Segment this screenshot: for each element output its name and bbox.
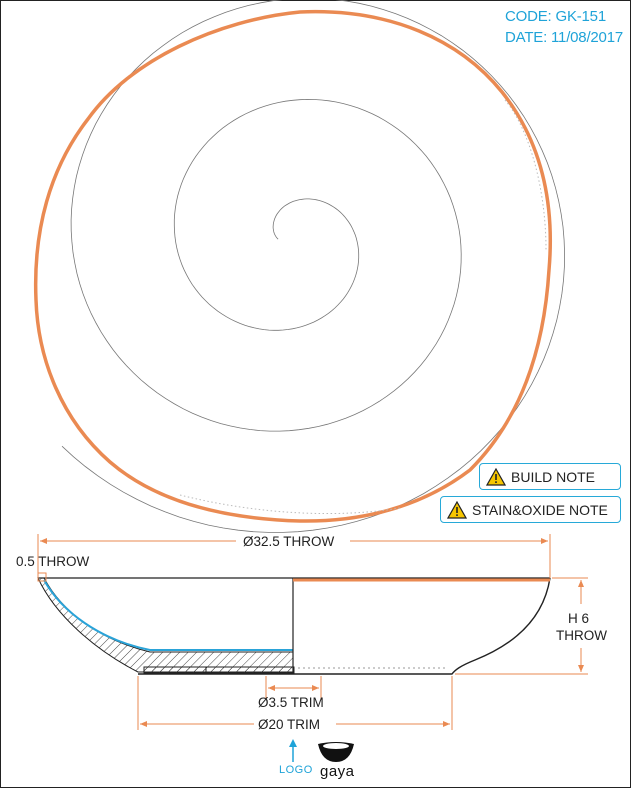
warning-triangle-icon xyxy=(447,500,467,519)
date-label: DATE: 11/08/2017 xyxy=(505,29,623,46)
spiral-texture xyxy=(61,0,566,533)
height-value-label: H 6 xyxy=(568,611,589,626)
outer-diameter-label: Ø32.5 THROW xyxy=(243,534,335,549)
header-info: CODE: GK-151 DATE: 11/08/2017 xyxy=(505,6,623,48)
dimension-foot-outer: Ø20 TRIM xyxy=(137,676,453,732)
dimension-height: H 6 THROW xyxy=(455,577,607,675)
arrow-up-icon xyxy=(289,739,297,762)
height-unit-label: THROW xyxy=(556,628,607,643)
build-note-label: BUILD NOTE xyxy=(511,468,596,485)
logo-label: LOGO xyxy=(279,764,313,776)
bowl-rim-outline xyxy=(33,9,553,523)
exterior-profile xyxy=(138,577,551,675)
foot-ring-left xyxy=(143,666,295,674)
foot-outer-label: Ø20 TRIM xyxy=(258,717,320,732)
stain-oxide-note-button[interactable]: STAIN&OXIDE NOTE xyxy=(440,496,621,523)
dimension-outer-diameter: Ø32.5 THROW xyxy=(37,534,551,578)
warning-triangle-icon xyxy=(486,467,506,486)
build-note-button[interactable]: BUILD NOTE xyxy=(479,463,621,490)
section-wall-hatch xyxy=(37,577,294,673)
wall-thickness-label: 0.5 THROW xyxy=(16,554,90,569)
foot-inner-label: Ø3.5 TRIM xyxy=(258,695,324,710)
stain-oxide-note-label: STAIN&OXIDE NOTE xyxy=(472,501,608,518)
brand-name: gaya xyxy=(320,763,355,780)
dimension-foot-inner: Ø3.5 TRIM xyxy=(258,676,324,710)
bowl-logo-icon xyxy=(318,742,354,762)
inner-glaze-line xyxy=(43,579,293,651)
rim-inner-edge xyxy=(504,99,547,251)
section-view: Ø32.5 THROW 0.5 THROW H 6 THROW Ø3.5 TRI… xyxy=(16,534,607,762)
code-label: CODE: GK-151 xyxy=(505,8,606,25)
top-view xyxy=(33,0,566,533)
